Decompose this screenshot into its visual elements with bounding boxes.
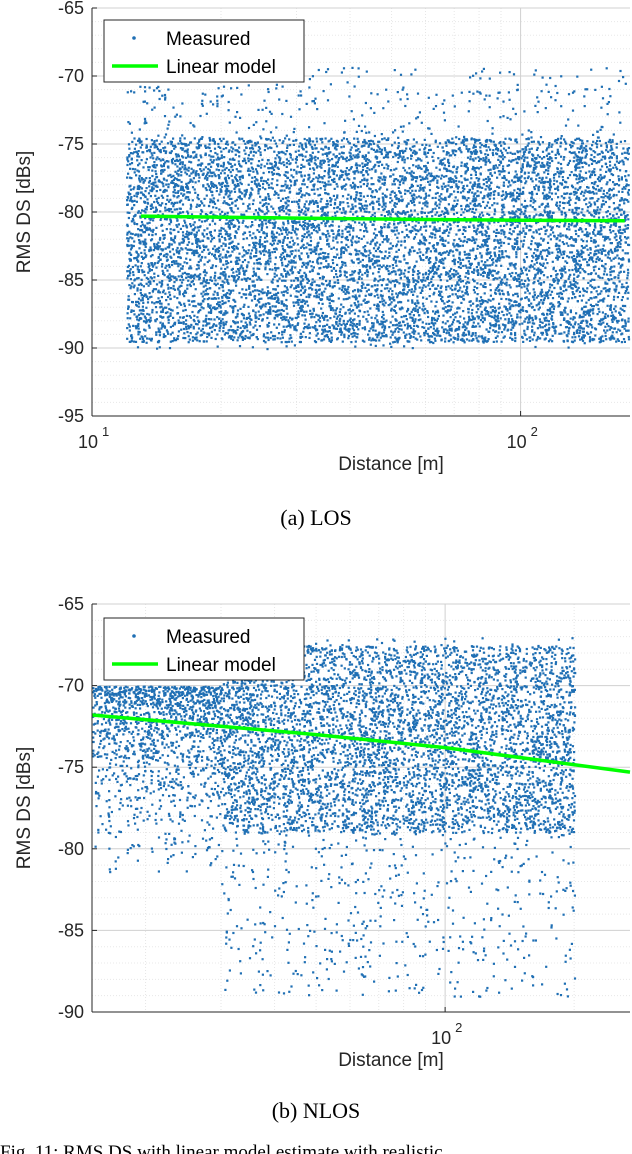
y-axis-title: RMS DS [dBs] bbox=[14, 747, 35, 869]
x-axis-title: Distance [m] bbox=[338, 454, 444, 475]
legend-label-measured: Measured bbox=[166, 29, 251, 50]
y-tick-label: -80 bbox=[58, 839, 84, 859]
y-tick-label: -65 bbox=[58, 594, 84, 614]
y-tick-label: -65 bbox=[58, 0, 84, 18]
y-tick-label: -85 bbox=[58, 920, 84, 940]
y-tick-label: -80 bbox=[58, 202, 84, 222]
x-tick-label: 10 bbox=[507, 432, 527, 452]
legend-label-linear-model: Linear model bbox=[166, 57, 276, 78]
legend-box bbox=[103, 19, 305, 83]
x-tick-label: 10 bbox=[431, 1028, 451, 1048]
y-tick-label: -75 bbox=[58, 757, 84, 777]
figure-los: -65 -70 -75 -80 -85 -90 -95 10 1 10 2 Distance [m] R… bbox=[0, 0, 632, 535]
legend-label-linear-model: Linear model bbox=[166, 655, 276, 676]
caption-los: (a) LOS bbox=[280, 505, 352, 530]
linear-model-line bbox=[91, 713, 631, 774]
caption-nlos: (b) NLOS bbox=[271, 1098, 361, 1123]
measured-scatter bbox=[126, 66, 631, 351]
x-tick-exponent: 2 bbox=[531, 424, 538, 439]
y-tick-label: -90 bbox=[58, 338, 84, 358]
chart-nlos: -65 -70 -75 -80 -85 -90 10 2 Distance [m] RMS DS … bbox=[14, 594, 631, 1071]
y-tick-label: -95 bbox=[58, 406, 84, 426]
chart-los: -65 -70 -75 -80 -85 -90 -95 10 1 10 2 Distance [m] R… bbox=[14, 0, 631, 475]
y-tick-label: -75 bbox=[58, 134, 84, 154]
legend-box bbox=[103, 617, 305, 681]
x-tick-exponent: 1 bbox=[102, 424, 109, 439]
x-tick-label: 10 bbox=[78, 432, 98, 452]
x-axis-title: Distance [m] bbox=[338, 1050, 444, 1071]
y-tick-label: -70 bbox=[58, 66, 84, 86]
y-tick-label: -70 bbox=[58, 676, 84, 696]
legend: Measured Linear model bbox=[103, 19, 305, 83]
legend-label-measured: Measured bbox=[166, 627, 251, 648]
y-tick-label: -90 bbox=[58, 1002, 84, 1022]
legend-marker-measured bbox=[132, 36, 136, 40]
y-axis-title: RMS DS [dBs] bbox=[14, 151, 35, 273]
legend-marker-measured bbox=[132, 634, 136, 638]
figure-nlos: -65 -70 -75 -80 -85 -90 10 2 Distance [m] RMS DS … bbox=[0, 592, 632, 1132]
x-tick-exponent: 2 bbox=[455, 1020, 462, 1035]
linear-model-line bbox=[140, 214, 625, 223]
legend: Measured Linear model bbox=[103, 617, 305, 681]
y-tick-label: -85 bbox=[58, 270, 84, 290]
figure-footer-caption: Fig. 11: RMS DS with linear model estima… bbox=[0, 1142, 443, 1154]
